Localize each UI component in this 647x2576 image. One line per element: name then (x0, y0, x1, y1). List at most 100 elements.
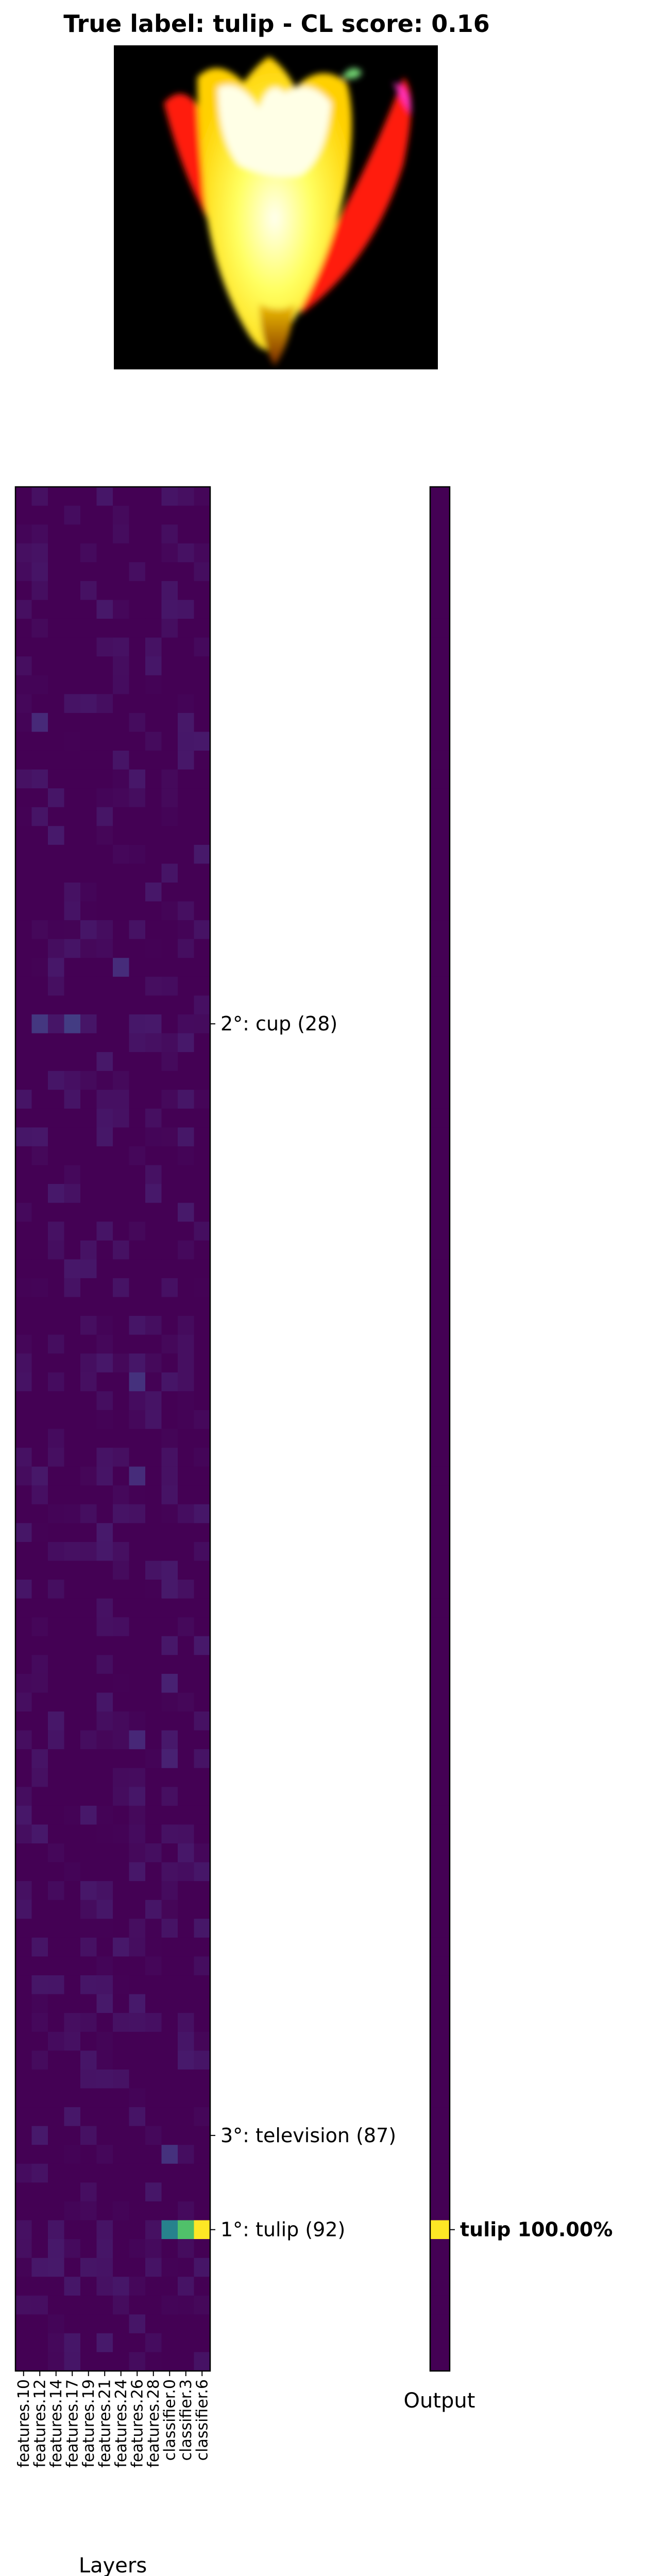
heatmap-cell (178, 600, 195, 619)
heatmap-cell (80, 976, 97, 996)
heatmap-cell (48, 826, 65, 845)
heatmap-cell (48, 863, 65, 883)
heatmap-cell (129, 1636, 146, 1655)
heatmap-cell (113, 2163, 130, 2183)
heatmap-cell (194, 505, 211, 525)
heatmap-cell (15, 1240, 32, 1260)
heatmap-cell (96, 637, 113, 657)
heatmap-cell (48, 2145, 65, 2164)
heatmap-cell (145, 1353, 162, 1373)
heatmap-cell (178, 1353, 195, 1373)
heatmap-cell (15, 901, 32, 921)
heatmap-cell (48, 2295, 65, 2315)
heatmap-cell (178, 543, 195, 563)
heatmap-cell (161, 637, 178, 657)
heatmap-cell (15, 1146, 32, 1166)
heatmap-cell (161, 2163, 178, 2183)
heatmap-cell (161, 1805, 178, 1825)
heatmap-cell (178, 1146, 195, 1166)
heatmap-cell (80, 750, 97, 770)
heatmap-cell (48, 2352, 65, 2371)
heatmap-cell (48, 2201, 65, 2221)
heatmap-cell (194, 1598, 211, 1618)
heatmap-cell (129, 2314, 146, 2334)
heatmap-cell (31, 844, 48, 864)
heatmap-cell (96, 1994, 113, 2013)
heatmap-cell (129, 1843, 146, 1863)
heatmap-cell (64, 2220, 81, 2240)
heatmap-cell (80, 2088, 97, 2108)
heatmap-cell (178, 1617, 195, 1637)
heatmap-cell (161, 2182, 178, 2202)
heatmap-cell (80, 1541, 97, 1562)
output-cell (430, 1165, 450, 1184)
heatmap-cell (80, 2295, 97, 2315)
heatmap-cell (64, 2069, 81, 2089)
heatmap-cell (194, 2013, 211, 2032)
heatmap-cell (31, 1052, 48, 1072)
output-cell (430, 618, 450, 638)
heatmap-cell (80, 713, 97, 733)
heatmap-cell (178, 1673, 195, 1693)
heatmap-cell (161, 2201, 178, 2221)
output-cell (430, 1900, 450, 1919)
heatmap-cell (64, 1881, 81, 1901)
heatmap-cell (15, 600, 32, 619)
heatmap-cell (129, 1900, 146, 1919)
heatmap-cell (129, 581, 146, 601)
heatmap-cell (80, 1692, 97, 1712)
heatmap-cell (161, 1372, 178, 1392)
heatmap-cell (194, 995, 211, 1015)
heatmap-cell (31, 2352, 48, 2371)
heatmap-cell (113, 2182, 130, 2202)
heatmap-cell (113, 2220, 130, 2240)
heatmap-cell (31, 524, 48, 544)
heatmap-cell (48, 562, 65, 582)
heatmap-cell (96, 863, 113, 883)
heatmap-cell (80, 1617, 97, 1637)
heatmap-cell (178, 1919, 195, 1938)
heatmap-cell (96, 1523, 113, 1543)
heatmap-cell (178, 2126, 195, 2145)
heatmap-cell (80, 675, 97, 694)
heatmap-cell (15, 1014, 32, 1034)
output-cell (430, 1052, 450, 1072)
heatmap-cell (31, 1448, 48, 1467)
output-cell (430, 882, 450, 902)
heatmap-cell (64, 1580, 81, 1599)
heatmap-cell (161, 1165, 178, 1184)
heatmap-cell (129, 1033, 146, 1053)
heatmap-cell (194, 1805, 211, 1825)
heatmap-cell (145, 826, 162, 845)
heatmap-cell (80, 1843, 97, 1863)
heatmap-cell (48, 2107, 65, 2127)
heatmap-cell (161, 976, 178, 996)
heatmap-cell (80, 1429, 97, 1448)
heatmap-cell (80, 1956, 97, 1976)
heatmap-cell (64, 618, 81, 638)
heatmap-cell (64, 1655, 81, 1674)
heatmap-cell (129, 920, 146, 940)
heatmap-cell (178, 920, 195, 940)
heatmap-cell (64, 976, 81, 996)
heatmap-cell (178, 505, 195, 525)
heatmap-cell (31, 1504, 48, 1523)
heatmap-cell (113, 976, 130, 996)
heatmap-cell (161, 1937, 178, 1957)
heatmap-cell (80, 1749, 97, 1769)
heatmap-cell (31, 2126, 48, 2145)
heatmap-cell (80, 1711, 97, 1731)
heatmap-cell (145, 2069, 162, 2089)
heatmap-cell (96, 2258, 113, 2277)
heatmap-cell (64, 637, 81, 657)
output-cell (430, 1919, 450, 1938)
heatmap-cell (129, 1240, 146, 1260)
heatmap-cell (129, 524, 146, 544)
heatmap-cell (96, 2239, 113, 2259)
heatmap-cell (48, 2050, 65, 2070)
heatmap-cell (194, 694, 211, 714)
heatmap-cell (145, 2201, 162, 2221)
heatmap-cell (48, 1466, 65, 1486)
heatmap-cell (48, 1900, 65, 1919)
layer-heatmap-frame (14, 486, 211, 2372)
